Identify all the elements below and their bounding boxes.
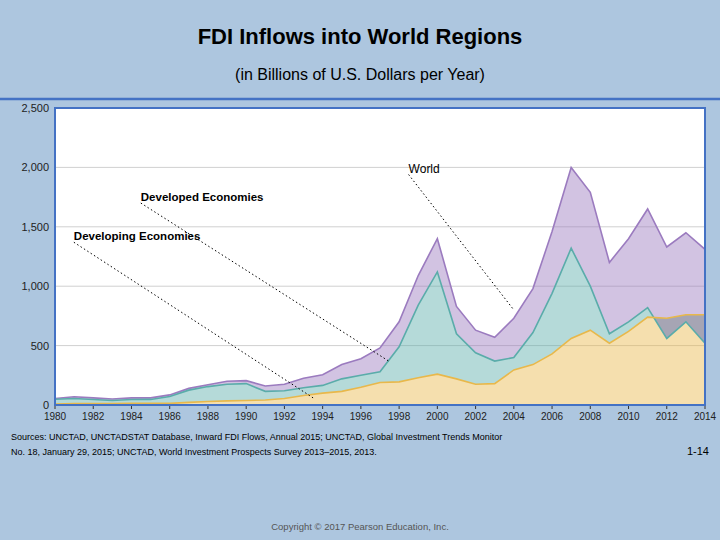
separator bbox=[0, 98, 720, 101]
x-tick-label: 1988 bbox=[197, 411, 220, 422]
title: FDI Inflows into World Regions bbox=[198, 24, 523, 49]
series-line bbox=[55, 167, 705, 399]
subtitle: (in Billions of U.S. Dollars per Year) bbox=[235, 66, 485, 83]
annotation: World bbox=[409, 162, 440, 176]
grid-line bbox=[55, 226, 705, 227]
y-tick-label: 2,500 bbox=[21, 102, 49, 114]
source-note: No. 18, January 29, 2015; UNCTAD, World … bbox=[11, 447, 377, 457]
x-tick-label: 2002 bbox=[464, 411, 487, 422]
copyright: Copyright © 2017 Pearson Education, Inc. bbox=[271, 521, 449, 532]
area-band bbox=[55, 167, 705, 400]
x-tick-label: 2004 bbox=[503, 411, 526, 422]
x-tick-label: 1984 bbox=[120, 411, 143, 422]
x-tick-label: 1980 bbox=[44, 411, 67, 422]
x-tick-label: 2006 bbox=[541, 411, 564, 422]
x-tick-label: 1992 bbox=[273, 411, 296, 422]
x-tick-label: 2010 bbox=[617, 411, 640, 422]
x-tick-label: 2008 bbox=[579, 411, 602, 422]
y-tick-label: 0 bbox=[43, 399, 49, 411]
slide-number: 1-14 bbox=[687, 445, 709, 457]
series-line bbox=[55, 315, 705, 404]
y-tick-label: 2,000 bbox=[21, 161, 49, 173]
annotation-leader bbox=[141, 203, 390, 362]
y-tick-label: 1,000 bbox=[21, 280, 49, 292]
source-note: Sources: UNCTAD, UNCTADSTAT Database, In… bbox=[11, 432, 502, 442]
y-tick-label: 500 bbox=[31, 340, 49, 352]
plot-frame bbox=[55, 108, 705, 405]
chart-root: FDI Inflows into World Regions (in Billio… bbox=[0, 0, 720, 540]
x-tick-label: 2000 bbox=[426, 411, 449, 422]
background bbox=[0, 0, 720, 540]
x-tick-label: 1996 bbox=[350, 411, 373, 422]
y-tick-label: 1,500 bbox=[21, 221, 49, 233]
series-line bbox=[55, 248, 705, 400]
plot-background bbox=[55, 108, 705, 405]
annotation: Developed Economies bbox=[141, 191, 264, 203]
x-tick-label: 1982 bbox=[82, 411, 105, 422]
x-tick-label: 2012 bbox=[656, 411, 679, 422]
x-tick-label: 1994 bbox=[312, 411, 335, 422]
x-tick-label: 1986 bbox=[159, 411, 182, 422]
x-tick-label: 2014 bbox=[694, 411, 717, 422]
annotation-leader bbox=[409, 175, 514, 310]
x-tick-label: 1990 bbox=[235, 411, 258, 422]
x-tick-label: 1998 bbox=[388, 411, 411, 422]
plot-data bbox=[55, 167, 705, 405]
annotation: Developing Economies bbox=[74, 230, 201, 242]
grid-line bbox=[55, 167, 705, 168]
annotation-leader bbox=[74, 242, 313, 398]
